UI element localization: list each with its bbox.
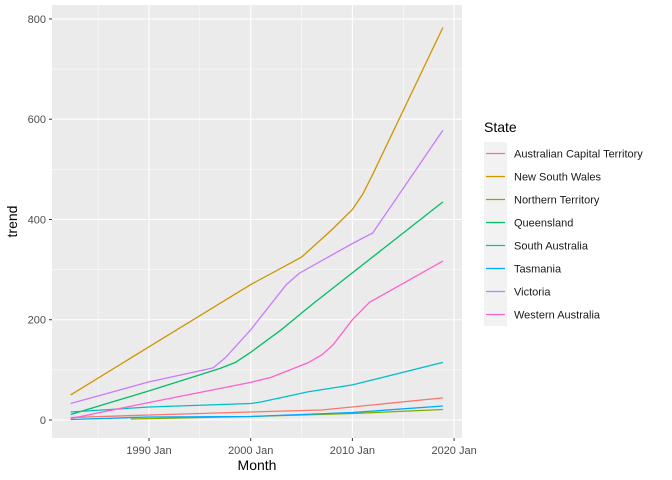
legend-label: Western Australia: [514, 310, 601, 322]
legend-label: Tasmania: [514, 264, 562, 276]
y-tick-label: 600: [28, 114, 46, 126]
legend-title: State: [484, 119, 517, 135]
x-axis-label: Month: [238, 457, 277, 473]
legend-label: Queensland: [514, 218, 573, 230]
series-line: [70, 201, 444, 416]
legend-label: Australian Capital Territory: [514, 149, 643, 161]
y-tick-label: 0: [40, 415, 46, 427]
y-tick-label: 200: [28, 315, 46, 327]
plot-panel: [52, 5, 462, 438]
series-line: [70, 27, 444, 396]
x-tick-label: 1990 Jan: [126, 445, 171, 457]
x-tick-label: 2010 Jan: [330, 445, 375, 457]
series-line: [70, 129, 444, 405]
legend-label: New South Wales: [514, 172, 602, 184]
legend-label: South Australia: [514, 241, 589, 253]
y-tick-label: 400: [28, 214, 46, 226]
series-line: [70, 397, 443, 419]
x-tick-label: 2000 Jan: [228, 445, 273, 457]
y-tick-label: 800: [28, 14, 46, 26]
series-line: [70, 260, 444, 420]
legend: State Australian Capital Territory New Sou…: [484, 119, 643, 326]
legend-label: Victoria: [514, 287, 551, 299]
x-tick-label: 2020 Jan: [431, 445, 476, 457]
series-line: [70, 361, 444, 413]
legend-label: Northern Territory: [514, 195, 600, 207]
series-line: [70, 405, 443, 421]
y-axis-label: trend: [4, 206, 20, 238]
